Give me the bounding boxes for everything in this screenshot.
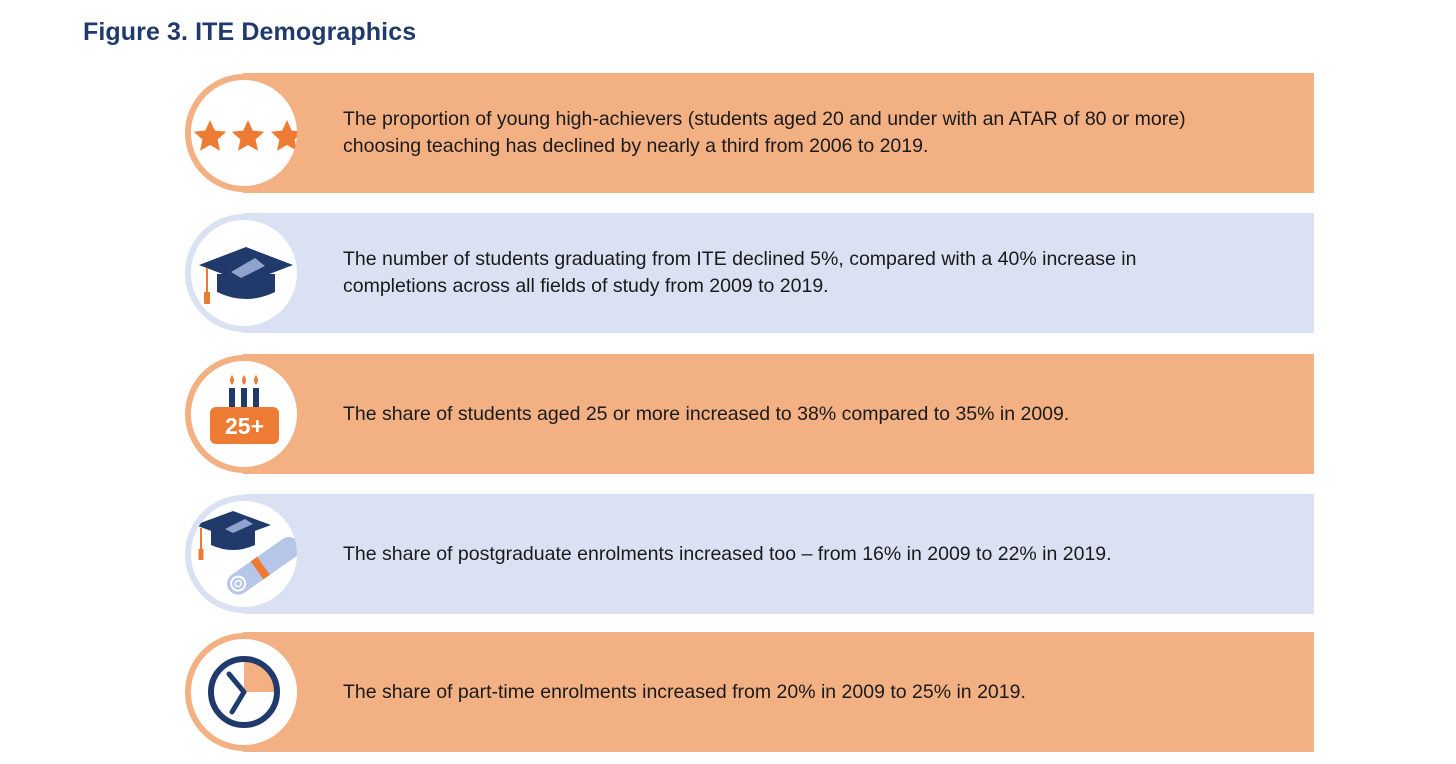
- icon-circle: 25+: [185, 355, 303, 473]
- three-stars-icon: [193, 120, 297, 151]
- row-text: The share of postgraduate enrolments inc…: [343, 542, 1112, 565]
- row-band: [243, 354, 1314, 474]
- demographic-row-high-achievers: The proportion of young high-achievers (…: [185, 73, 1314, 193]
- demographic-row-part-time: The share of part-time enrolments increa…: [185, 632, 1314, 752]
- star-icon: [193, 120, 227, 151]
- cake-label: 25+: [225, 413, 264, 439]
- row-band: [243, 632, 1314, 752]
- cap-and-diploma-icon: [195, 511, 297, 595]
- row-text: The number of students graduating from I…: [343, 248, 1137, 297]
- row-text: The share of part-time enrolments increa…: [343, 680, 1026, 703]
- graduation-cap-icon: [199, 247, 293, 304]
- figure-title: Figure 3. ITE Demographics: [83, 18, 417, 46]
- demographic-row-postgraduate: The share of postgraduate enrolments inc…: [185, 494, 1314, 614]
- clock-icon: [208, 656, 280, 728]
- icon-circle: [185, 633, 303, 751]
- demographic-row-age: 25+ The share of students aged 25 or mor…: [185, 354, 1314, 474]
- icon-circle: [185, 214, 303, 332]
- row-text: The proportion of young high-achievers (…: [343, 108, 1186, 157]
- star-icon: [270, 120, 297, 151]
- icon-circle: [185, 74, 303, 192]
- star-icon: [231, 120, 265, 151]
- demographic-row-graduations: The number of students graduating from I…: [185, 213, 1314, 333]
- icon-circle: [185, 495, 303, 613]
- row-band: [243, 73, 1314, 193]
- row-text: The share of students aged 25 or more in…: [343, 402, 1070, 425]
- row-band: [243, 213, 1314, 333]
- birthday-cake-icon: 25+: [210, 375, 279, 444]
- row-band: [243, 494, 1314, 614]
